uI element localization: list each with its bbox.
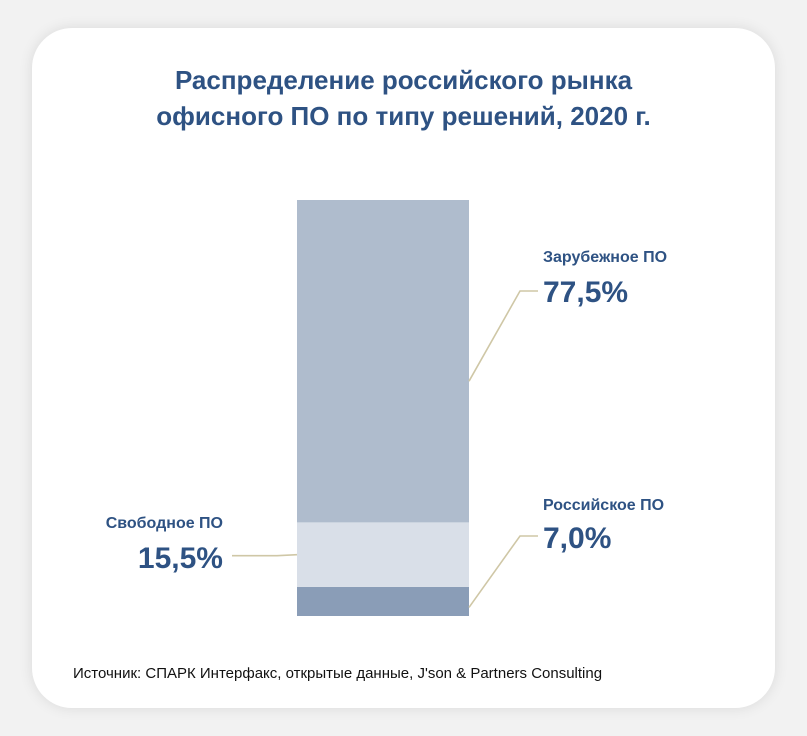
callout-line-segment-1 <box>468 535 538 608</box>
callout-line-segment-2 <box>232 553 298 557</box>
value-label-segment-1: 7,0% <box>543 522 611 555</box>
series-label-segment-1: Российское ПО <box>543 497 664 514</box>
source-note: Источник: СПАРК Интерфакс, открытые данн… <box>73 665 603 682</box>
bar-segment-1 <box>297 586 469 616</box>
chart-title-line-2: офисного ПО по типу решений, 2020 г. <box>156 101 651 131</box>
chart-title-line-1: Распределение российского рынка <box>174 65 633 95</box>
series-label-segment-2: Свободное ПО <box>106 515 223 532</box>
bar-segment-3 <box>297 200 469 523</box>
series-label-segment-3: Зарубежное ПО <box>543 249 667 266</box>
chart-title: Распределение российского рынка офисного… <box>32 62 775 134</box>
value-label-segment-3: 77,5% <box>543 276 628 309</box>
callout-line-segment-3 <box>468 290 538 382</box>
value-label-segment-2: 15,5% <box>138 542 223 575</box>
bar-segment-2 <box>297 522 469 587</box>
